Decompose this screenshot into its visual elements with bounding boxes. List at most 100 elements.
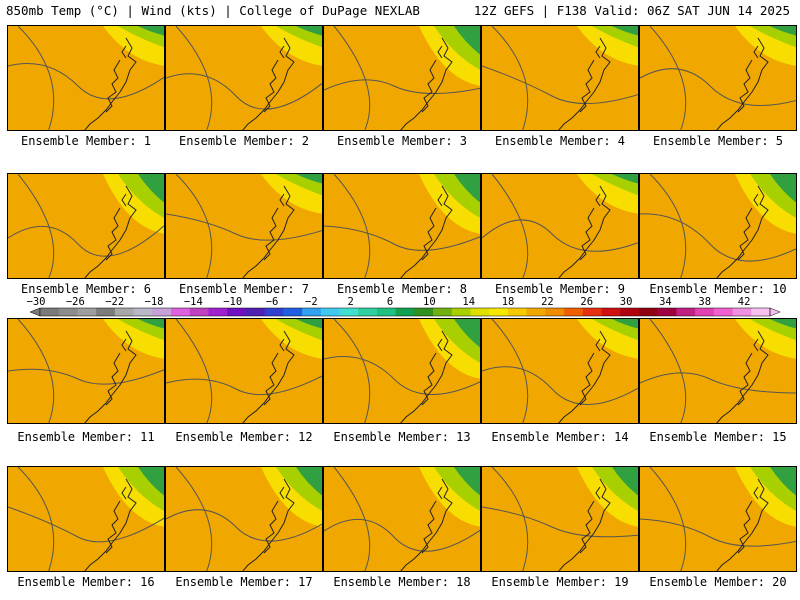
temp-fill-10-14 xyxy=(640,467,796,527)
colorbar-tick-label: −10 xyxy=(223,296,242,308)
colorbar-tick-label: −6 xyxy=(266,296,279,308)
coastline xyxy=(242,478,295,571)
ensemble-member-label: Ensemble Member: 5 xyxy=(652,134,784,148)
temp-fill-10-14 xyxy=(8,174,164,234)
height-contour xyxy=(175,26,213,130)
colorbar-tick-label: −30 xyxy=(27,296,46,308)
colorbar-swatch xyxy=(601,308,621,316)
colorbar-swatch xyxy=(376,308,397,316)
ensemble-member-label: Ensemble Member: 6 xyxy=(20,282,152,296)
isotherm-contour xyxy=(166,213,322,241)
isotherm-contour xyxy=(324,79,480,94)
coastline xyxy=(558,478,611,571)
temp-fill-2-6 xyxy=(284,467,322,496)
temp-fill-10-14 xyxy=(166,467,322,527)
temp-fill-2-6 xyxy=(126,26,164,36)
ensemble-member-label: Ensemble Member: 17 xyxy=(175,575,313,589)
ensemble-member-label: Ensemble Member: 7 xyxy=(178,282,310,296)
temp-fill-6-10 xyxy=(262,174,322,196)
colorbar-swatch xyxy=(189,308,209,316)
isotherm-contour xyxy=(324,518,480,552)
height-contour xyxy=(175,174,213,278)
height-contour xyxy=(17,174,55,278)
colorbar-swatch xyxy=(358,308,378,316)
temp-fill-6-10 xyxy=(578,174,638,196)
height-contour xyxy=(649,319,687,423)
colorbar-swatch xyxy=(433,308,453,316)
coastline xyxy=(400,37,453,130)
height-contour xyxy=(491,174,529,278)
temp-fill-6-10 xyxy=(262,319,322,341)
ensemble-map-panel xyxy=(323,173,481,279)
colorbar-swatch xyxy=(283,308,303,316)
temp-fill-10-14 xyxy=(166,319,322,359)
ensemble-map-panel xyxy=(639,25,797,131)
temp-fill-10-14 xyxy=(640,26,796,66)
height-contour xyxy=(17,26,55,130)
coastline xyxy=(400,478,453,571)
colorbar-swatch xyxy=(451,308,472,316)
colorbar-tick-label: −18 xyxy=(145,296,164,308)
temp-fill-10-14 xyxy=(324,26,480,86)
colorbar-swatch xyxy=(620,308,640,316)
temp-fill-2-6 xyxy=(442,174,480,203)
colorbar-swatch xyxy=(676,308,696,316)
ensemble-map-panel xyxy=(481,25,639,131)
temp-fill-2-6 xyxy=(758,467,796,496)
colorbar-swatch xyxy=(114,308,135,316)
coastline xyxy=(558,37,611,130)
height-contour xyxy=(491,467,529,571)
temp-fill-2-6 xyxy=(284,26,322,36)
colorbar-tick-label: 38 xyxy=(698,296,711,308)
ensemble-map-panel xyxy=(481,318,639,424)
ensemble-map-panel xyxy=(481,173,639,279)
temp-fill-6-10 xyxy=(578,319,638,341)
temp-fill-2-6 xyxy=(442,467,480,496)
temp-fill-2-6 xyxy=(758,319,796,329)
colorbar-swatch xyxy=(732,308,752,316)
colorbar-swatch xyxy=(751,308,771,316)
temp-fill-2-6 xyxy=(758,26,796,36)
ensemble-member-label: Ensemble Member: 12 xyxy=(175,430,313,444)
ensemble-map-panel xyxy=(7,25,165,131)
height-contour xyxy=(17,467,55,571)
temp-fill-10-14 xyxy=(482,174,638,214)
colorbar-tick-label: −14 xyxy=(184,296,203,308)
ensemble-member-label: Ensemble Member: 3 xyxy=(336,134,468,148)
colorbar-swatch xyxy=(339,308,359,316)
ensemble-map-panel xyxy=(165,25,323,131)
coastline xyxy=(84,185,137,278)
isotherm-contour xyxy=(166,375,322,395)
isotherm-contour xyxy=(640,213,796,262)
height-contour xyxy=(333,174,371,278)
colorbar-swatch xyxy=(638,308,659,316)
ensemble-member-label: Ensemble Member: 10 xyxy=(649,282,787,296)
ensemble-member-label: Ensemble Member: 2 xyxy=(178,134,310,148)
ensemble-map-panel xyxy=(639,466,797,572)
coastline xyxy=(242,185,295,278)
ensemble-member-label: Ensemble Member: 4 xyxy=(494,134,626,148)
isotherm-contour xyxy=(166,73,322,110)
temp-fill-10-14 xyxy=(640,319,796,359)
colorbar-tick-label: 34 xyxy=(659,296,672,308)
colorbar-swatch xyxy=(96,308,116,316)
temp-fill-10-14 xyxy=(482,26,638,66)
temp-fill-2-6 xyxy=(284,174,322,184)
colorbar-swatch xyxy=(171,308,191,316)
colorbar-tick-label: 18 xyxy=(502,296,515,308)
temp-fill-2-6 xyxy=(600,174,638,184)
temp-fill-2-6 xyxy=(442,319,480,348)
temp-fill-6-10 xyxy=(262,26,322,48)
colorbar-swatch xyxy=(582,308,603,316)
colorbar-tick-label: 14 xyxy=(462,296,475,308)
colorbar-tick-label: 42 xyxy=(738,296,751,308)
ensemble-member-label: Ensemble Member: 20 xyxy=(649,575,787,589)
colorbar-swatch xyxy=(152,308,172,316)
height-contour xyxy=(649,174,687,278)
temp-fill-10-14 xyxy=(8,467,164,527)
isotherm-contour xyxy=(482,366,638,405)
ensemble-map-panel xyxy=(165,466,323,572)
coastline xyxy=(84,330,137,423)
coastline xyxy=(558,330,611,423)
isotherm-contour xyxy=(324,225,480,251)
